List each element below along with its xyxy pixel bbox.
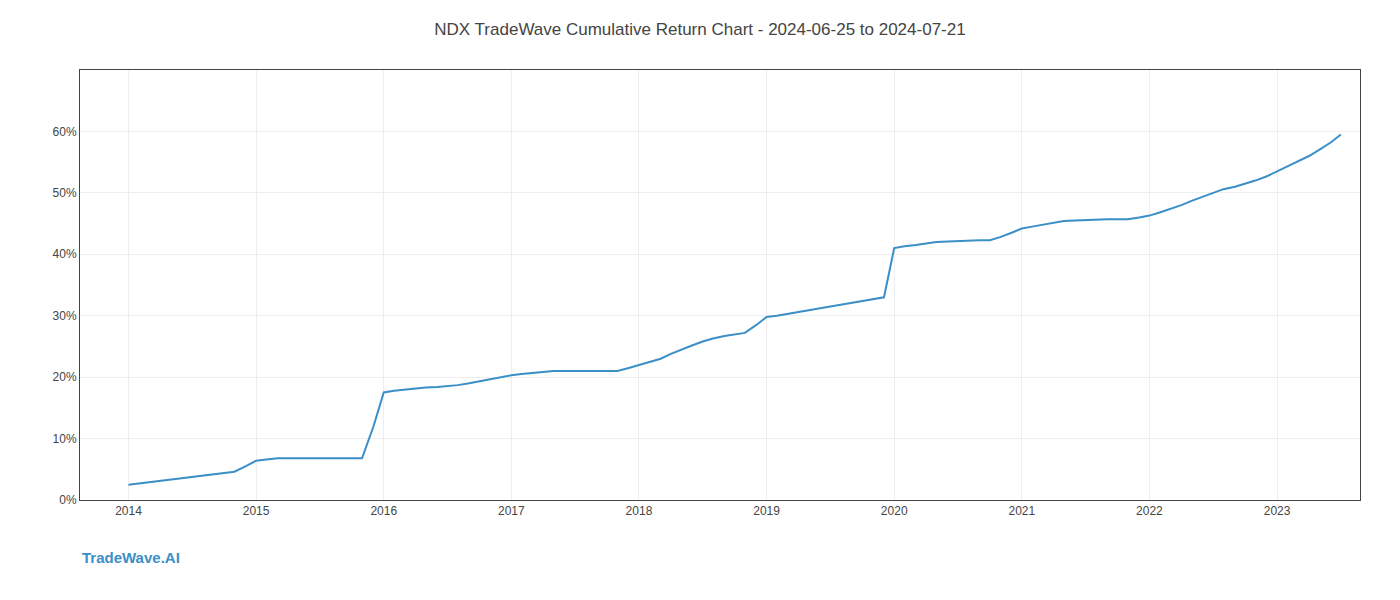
svg-text:NDX TradeWave Cumulative Retur: NDX TradeWave Cumulative Return Chart - … <box>434 20 965 39</box>
svg-text:2022: 2022 <box>1136 504 1163 518</box>
svg-text:40%: 40% <box>53 247 77 261</box>
svg-text:60%: 60% <box>53 125 77 139</box>
svg-text:20%: 20% <box>53 370 77 384</box>
svg-text:TradeWave.AI: TradeWave.AI <box>82 549 180 566</box>
svg-text:2017: 2017 <box>498 504 525 518</box>
svg-text:0%: 0% <box>59 493 77 507</box>
svg-text:2014: 2014 <box>115 504 142 518</box>
svg-text:2021: 2021 <box>1008 504 1035 518</box>
svg-text:2015: 2015 <box>243 504 270 518</box>
svg-text:2020: 2020 <box>881 504 908 518</box>
svg-text:2018: 2018 <box>626 504 653 518</box>
svg-text:10%: 10% <box>53 432 77 446</box>
svg-text:30%: 30% <box>53 309 77 323</box>
svg-text:2019: 2019 <box>753 504 780 518</box>
svg-text:2023: 2023 <box>1264 504 1291 518</box>
svg-text:2016: 2016 <box>370 504 397 518</box>
svg-text:50%: 50% <box>53 186 77 200</box>
